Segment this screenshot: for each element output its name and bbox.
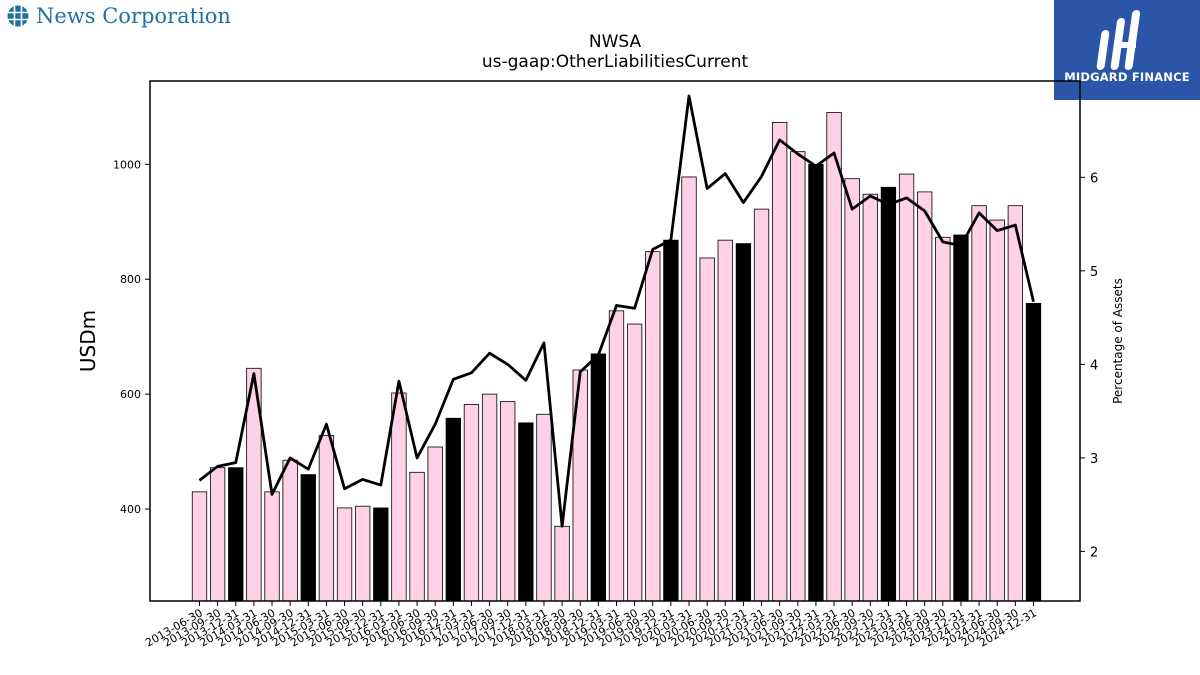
bar-2022-09-30 [862,193,878,602]
bar-2022-12-31 [880,186,897,602]
plot-frame [149,80,1081,602]
bar-2020-12-31 [735,243,752,602]
bar-2013-09-30 [209,467,226,602]
bar-2013-06-30 [191,491,208,602]
bar-2016-09-30 [427,446,443,602]
bar-2023-12-31 [953,234,969,602]
chart-title: NWSA [588,32,642,52]
bar-2024-09-30 [1007,205,1023,602]
bar-2019-03-31 [608,310,625,602]
bar-2019-09-30 [645,251,661,602]
bar-2014-09-30 [282,459,298,602]
y2-tick-label: 3 [1090,452,1098,467]
y-tick-label: 400 [120,503,141,516]
bar-2022-03-31 [826,112,842,602]
bar-2015-09-30 [355,505,371,602]
brand-header: News Corporation [6,4,231,28]
bar-2022-06-30 [844,178,860,602]
midgard-logo-mark-icon [1096,10,1141,70]
bar-2016-12-31 [445,417,461,602]
bar-2021-06-30 [772,121,788,602]
bar-2023-09-30 [935,236,951,602]
y-axis-label: USDm [76,310,100,372]
bar-2024-06-30 [989,219,1005,602]
bar-2017-09-30 [500,401,516,602]
y-tick-label: 600 [120,388,141,401]
bar-2024-12-31 [1025,302,1042,602]
y2-tick-label: 4 [1090,358,1098,373]
y-tick-label: 1000 [113,158,141,171]
bar-2016-03-31 [391,392,407,602]
bar-2021-12-31 [808,163,824,602]
chart-subtitle: us-gaap:OtherLiabilitiesCurrent [481,52,749,72]
bar-2018-12-31 [590,353,607,602]
bar-2020-03-31 [681,176,697,602]
bar-2019-06-30 [626,323,643,602]
y2-tick-label: 2 [1090,545,1098,560]
midgard-logo: MIDGARD FINANCE [1054,0,1200,100]
bar-2017-06-30 [481,393,498,602]
y2-axis-label: Percentage of Assets [1111,278,1125,404]
y2-tick-label: 5 [1090,265,1098,280]
bar-2013-12-31 [228,467,244,602]
bar-2017-03-31 [463,404,480,602]
bar-2014-12-31 [300,474,316,602]
midgard-logo-text: MIDGARD FINANCE [1064,70,1190,84]
bar-2015-06-30 [336,507,353,602]
bar-2017-12-31 [518,422,534,602]
bar-2021-09-30 [790,151,806,602]
chart-title-block: NWSA us-gaap:OtherLiabilitiesCurrent [150,32,1080,72]
pct-assets-line [198,94,1035,528]
bar-2018-06-30 [554,525,570,602]
bar-2020-06-30 [699,257,715,602]
bar-2021-03-31 [753,208,770,602]
bar-2023-06-30 [917,191,933,602]
y2-tick-label: 6 [1090,171,1098,186]
y-tick-label: 800 [120,273,141,286]
company-name: News Corporation [36,4,231,28]
bar-2023-03-31 [898,173,915,602]
bar-2020-09-30 [717,239,733,602]
bar-2015-03-31 [318,435,335,602]
bar-2019-12-31 [663,239,679,602]
bar-2015-12-31 [373,507,389,602]
bar-2024-03-31 [971,205,987,602]
globe-grid-icon [7,5,29,27]
bar-2018-03-31 [536,413,552,602]
bar-2016-06-30 [409,471,425,602]
bar-2014-06-30 [264,491,280,602]
